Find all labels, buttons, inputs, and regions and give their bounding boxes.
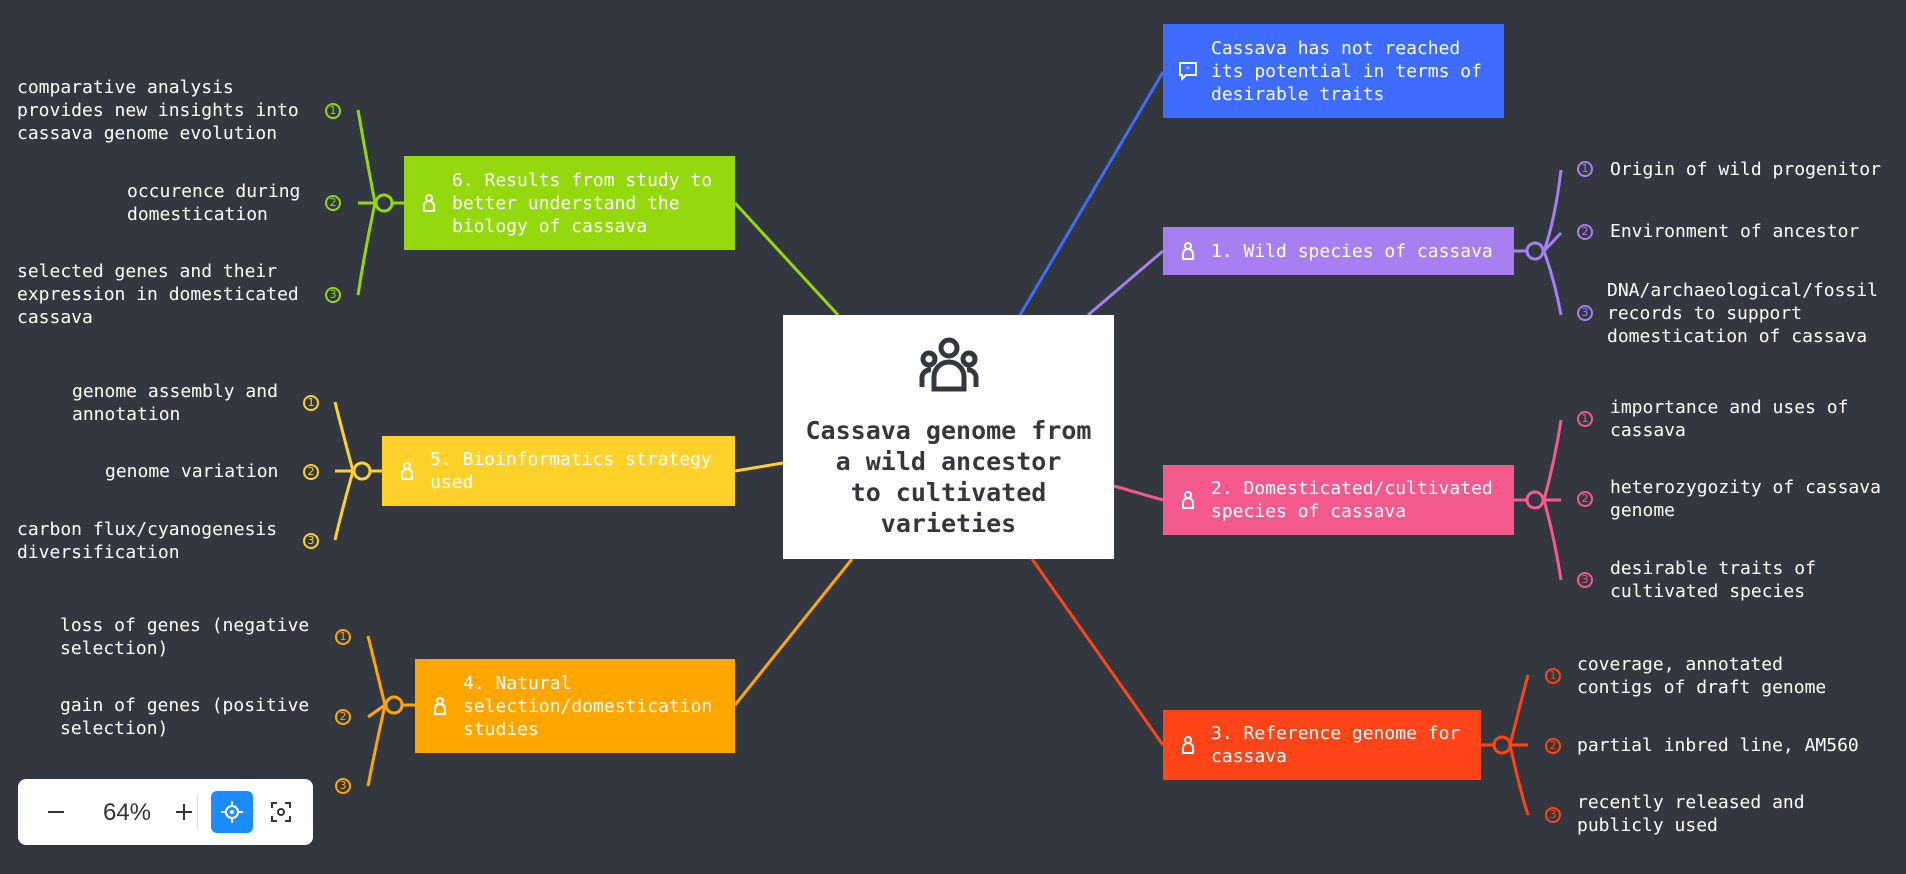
leaf-number-badge: 3 — [325, 287, 341, 303]
zoom-level: 64% — [102, 799, 152, 826]
zoom-toolbar: 64% — [18, 779, 313, 845]
leaf-number-badge: 2 — [325, 195, 341, 211]
person-icon — [429, 695, 451, 717]
leaf-number-badge: 1 — [1577, 161, 1593, 177]
leaf-b3-3[interactable]: recently released and publicly used — [1577, 792, 1805, 836]
leaf-b2-1[interactable]: importance and uses of cassava — [1610, 397, 1849, 441]
leaf-number-badge: 3 — [1577, 305, 1593, 321]
zoom-in-button[interactable] — [164, 792, 204, 832]
minus-icon — [48, 811, 64, 813]
leaf-b2-2[interactable]: heterozygozity of cassava genome — [1610, 477, 1881, 521]
person-icon — [1177, 734, 1199, 756]
connector-b2 — [1113, 484, 1164, 502]
leaf-number-badge: 1 — [303, 395, 319, 411]
branch-label-3: 3. Reference genome for cassava — [1211, 723, 1461, 767]
leaf-number-badge: 3 — [335, 778, 351, 794]
connector-b6 — [733, 201, 840, 317]
leaf-b1-2[interactable]: Environment of ancestor — [1610, 221, 1860, 242]
leaf-b2-3[interactable]: desirable traits of cultivated species — [1610, 558, 1816, 602]
leaf-number-badge: 3 — [1577, 572, 1593, 588]
central-topic[interactable]: Cassava genome from a wild ancestor to c… — [783, 315, 1114, 559]
locate-icon — [221, 801, 243, 823]
leaf-number-badge: 3 — [303, 533, 319, 549]
person-icon — [1177, 240, 1199, 262]
branch-node-6[interactable]: 6. Results from study to better understa… — [404, 156, 735, 250]
central-topic-title: Cassava genome from a wild ancestor to c… — [805, 416, 1092, 538]
svg-text:“: “ — [1186, 66, 1191, 76]
fit-screen-button[interactable] — [261, 792, 301, 832]
branch-label-5: 5. Bioinformatics strategy used — [430, 449, 712, 493]
branch-node-5[interactable]: 5. Bioinformatics strategy used — [382, 436, 735, 506]
leaf-b5-3[interactable]: carbon flux/cyanogenesis diversification — [17, 519, 278, 563]
plus-icon — [176, 804, 192, 820]
note-label: Cassava has not reached its potential in… — [1211, 37, 1482, 105]
leaf-b1-1[interactable]: Origin of wild progenitor — [1610, 159, 1881, 180]
b3-leaf-lines — [1481, 674, 1530, 816]
b2-leaf-lines — [1514, 419, 1563, 581]
connector-b1 — [1087, 249, 1164, 317]
person-icon — [1177, 489, 1199, 511]
branch-label-4: 4. Natural selection/domestication studi… — [463, 672, 713, 740]
leaf-number-badge: 2 — [1577, 224, 1593, 240]
leaf-b4-1[interactable]: loss of genes (negative selection) — [60, 615, 310, 659]
branch-label-2: 2. Domesticated/cultivated species of ca… — [1211, 478, 1493, 522]
b6-leaf-lines — [356, 109, 404, 296]
leaf-number-badge: 2 — [1545, 738, 1561, 754]
leaf-number-badge: 1 — [325, 103, 341, 119]
leaf-b1-3[interactable]: DNA/archaeological/fossil records to sup… — [1607, 280, 1878, 347]
leaf-number-badge: 2 — [335, 709, 351, 725]
leaf-number-badge: 1 — [1545, 668, 1561, 684]
person-icon — [418, 192, 440, 214]
branch-label-6: 6. Results from study to better understa… — [452, 169, 713, 237]
note-node[interactable]: “ Cassava has not reached its potential … — [1163, 24, 1504, 118]
connector-note — [1018, 71, 1165, 316]
toolbar-divider — [197, 795, 198, 829]
leaf-b5-1[interactable]: genome assembly and annotation — [72, 381, 278, 425]
comment-icon: “ — [1177, 60, 1199, 82]
leaf-b6-3[interactable]: selected genes and their expression in d… — [17, 261, 299, 328]
b1-leaf-lines — [1514, 169, 1563, 316]
leaf-number-badge: 2 — [303, 464, 319, 480]
branch-node-2[interactable]: 2. Domesticated/cultivated species of ca… — [1163, 465, 1514, 535]
leaf-number-badge: 1 — [335, 629, 351, 645]
locate-button[interactable] — [211, 791, 253, 833]
leaf-b4-2[interactable]: gain of genes (positive selection) — [60, 695, 310, 739]
team-icon — [919, 337, 979, 392]
b5-leaf-lines — [333, 401, 382, 541]
zoom-out-button[interactable] — [36, 792, 76, 832]
leaf-b6-2[interactable]: occurence during domestication — [127, 181, 301, 225]
connector-b3 — [1030, 558, 1165, 746]
leaf-b3-1[interactable]: coverage, annotated contigs of draft gen… — [1577, 654, 1827, 698]
person-icon — [396, 460, 418, 482]
leaf-number-badge: 3 — [1545, 807, 1561, 823]
branch-label-1: 1. Wild species of cassava — [1211, 240, 1493, 262]
b4-leaf-lines — [366, 635, 415, 787]
connector-b5 — [734, 461, 784, 473]
leaf-number-badge: 2 — [1577, 491, 1593, 507]
leaf-b6-1[interactable]: comparative analysis provides new insigh… — [17, 77, 299, 144]
leaf-b3-2[interactable]: partial inbred line, AM560 — [1577, 735, 1859, 756]
branch-node-3[interactable]: 3. Reference genome for cassava — [1163, 710, 1481, 780]
branch-node-4[interactable]: 4. Natural selection/domestication studi… — [415, 659, 735, 753]
leaf-number-badge: 1 — [1577, 411, 1593, 427]
leaf-b5-2[interactable]: genome variation — [105, 461, 279, 482]
branch-node-1[interactable]: 1. Wild species of cassava — [1163, 227, 1514, 275]
connector-b4 — [733, 558, 854, 706]
fit-screen-icon — [271, 802, 291, 822]
